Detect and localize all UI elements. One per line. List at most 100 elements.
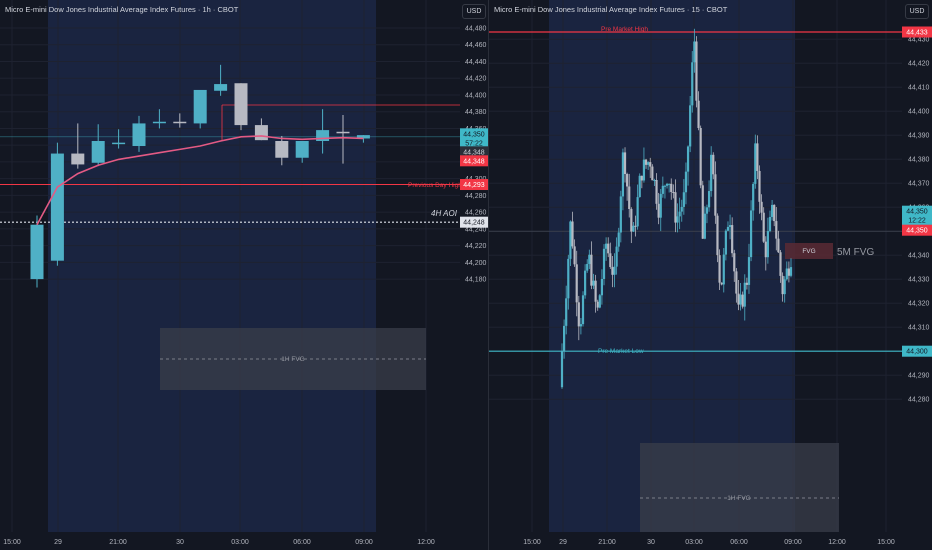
candle-body-15m <box>609 253 612 268</box>
price-axis-label-1h: 44,440 <box>465 59 487 66</box>
candle-body-15m <box>581 295 585 325</box>
candle-body-15m <box>596 301 599 308</box>
candle-body-1h <box>356 135 370 139</box>
candle-body-1h <box>316 130 330 141</box>
time-axis-label-15m: 06:00 <box>730 539 748 546</box>
candle-body-15m <box>789 267 793 276</box>
candle-body-15m <box>781 275 784 295</box>
time-axis-label-15m: 12:00 <box>828 539 846 546</box>
candle-body-1h <box>214 84 228 91</box>
candle-body-15m <box>726 226 730 231</box>
candle-body-15m <box>703 213 706 239</box>
currency-button-1h[interactable]: USD <box>462 4 486 19</box>
fvg-5m-label: 5M FVG <box>837 247 874 258</box>
candle-body-15m <box>686 146 690 172</box>
candle-body-15m <box>678 211 681 217</box>
time-axis-label-15m: 30 <box>647 539 655 546</box>
candle-body-15m <box>693 41 696 63</box>
candle-body-15m <box>613 266 616 275</box>
candle-body-15m <box>752 183 755 211</box>
candle-body-15m <box>586 263 589 271</box>
candle-body-15m <box>575 264 578 303</box>
candle-body-1h <box>254 125 268 141</box>
time-axis-label-1h: 06:00 <box>293 539 311 546</box>
candle-body-15m <box>659 193 662 218</box>
price-axis-label-1h: 44,260 <box>465 210 487 217</box>
time-axis-label-1h: 12:00 <box>417 539 435 546</box>
candle-body-15m <box>617 232 620 247</box>
currency-button-15m[interactable]: USD <box>905 4 929 19</box>
candle-body-15m <box>758 170 761 202</box>
candle-body-15m <box>634 225 637 227</box>
candle-body-15m <box>697 100 700 128</box>
candle-body-15m <box>728 225 732 227</box>
price-tag-last-15m: 44,350 <box>906 209 928 216</box>
candle-body-15m <box>705 207 709 214</box>
candle-body-15m <box>785 268 788 280</box>
time-axis-label-1h: 03:00 <box>231 539 249 546</box>
candle-body-15m <box>756 143 759 171</box>
chart-canvas-15m[interactable]: 44,430 44,420 44,410 44,400 44,390 44,380 44,3… <box>489 0 932 550</box>
previous-day-high-label: Previous Day High <box>408 182 462 189</box>
candle-body-15m <box>724 230 727 255</box>
candle-body-15m <box>766 231 769 258</box>
candle-body-15m <box>657 203 660 218</box>
price-tag-countdown-15m: 12:22 <box>908 218 926 225</box>
price-axis-label-15m: 44,330 <box>908 277 930 284</box>
candle-body-15m <box>741 294 744 307</box>
price-axis-label-15m: 44,320 <box>908 301 930 308</box>
candle-body-15m <box>710 154 713 192</box>
price-axis-label-1h: 44,200 <box>465 260 487 267</box>
chart-pane-15m[interactable]: 44,430 44,420 44,410 44,400 44,390 44,380 44,3… <box>489 0 932 550</box>
candle-body-15m <box>733 253 736 272</box>
candle-body-15m <box>642 159 646 181</box>
candle-body-15m <box>560 351 564 388</box>
candle-body-15m <box>762 212 765 242</box>
candle-body-15m <box>590 254 593 286</box>
price-axis-label-1h: 44,400 <box>465 92 487 99</box>
candle-body-15m <box>777 238 780 253</box>
candle-body-15m <box>605 243 608 249</box>
candle-body-1h <box>50 153 64 261</box>
candle-body-15m <box>674 192 677 223</box>
price-tag-pml: 44,300 <box>906 349 928 356</box>
candle-body-15m <box>651 166 654 181</box>
candle-body-15m <box>577 302 580 327</box>
candle-body-15m <box>737 293 740 305</box>
session-shade-1h <box>48 0 376 532</box>
chart-pane-1h[interactable]: 44,480 44,460 44,440 44,420 44,400 44,380 44,3… <box>0 0 488 550</box>
candle-body-1h <box>152 121 166 124</box>
price-axis-label-15m: 44,370 <box>908 181 930 188</box>
price-axis-label-1h: 44,380 <box>465 109 487 116</box>
pane-divider[interactable] <box>488 0 489 550</box>
candle-body-15m <box>743 282 746 307</box>
price-axis-label-1h: 44,280 <box>465 193 487 200</box>
candle-body-15m <box>647 162 650 165</box>
price-tag-pml-bg <box>902 345 932 357</box>
candle-body-15m <box>655 180 658 204</box>
price-axis-label-1h: 44,180 <box>465 277 487 284</box>
candle-body-15m <box>588 254 591 264</box>
fvg-label-1h: 1H FVG <box>281 356 304 363</box>
chart-canvas-1h[interactable]: 44,480 44,460 44,440 44,420 44,400 44,380 44,3… <box>0 0 488 550</box>
price-tag-ema2-1h: 44,348 <box>463 158 485 165</box>
candle-body-15m <box>689 105 692 147</box>
price-tag-countdown-15m-bg <box>902 214 932 226</box>
candle-body-15m <box>676 216 679 223</box>
candle-body-15m <box>607 243 610 254</box>
price-tag-countdown-1h-bg <box>460 137 488 149</box>
price-tag-ema-1h: 44,348 <box>463 149 485 156</box>
price-axis-label-1h: 44,220 <box>465 243 487 250</box>
fvg-box-5m <box>785 243 833 259</box>
candle-body-15m <box>773 204 776 222</box>
price-axis-label-15m: 44,310 <box>908 325 930 332</box>
price-tag-aoi: 44,248 <box>463 220 485 227</box>
price-axis-label-1h: 44,480 <box>465 26 487 33</box>
candle-body-15m <box>653 180 656 182</box>
candle-body-15m <box>644 159 648 165</box>
time-axis-label-1h: 21:00 <box>109 539 127 546</box>
candle-body-15m <box>682 192 685 207</box>
time-axis-label-15m: 29 <box>559 539 567 546</box>
candle-body-15m <box>770 204 774 217</box>
candle-body-15m <box>745 282 748 285</box>
